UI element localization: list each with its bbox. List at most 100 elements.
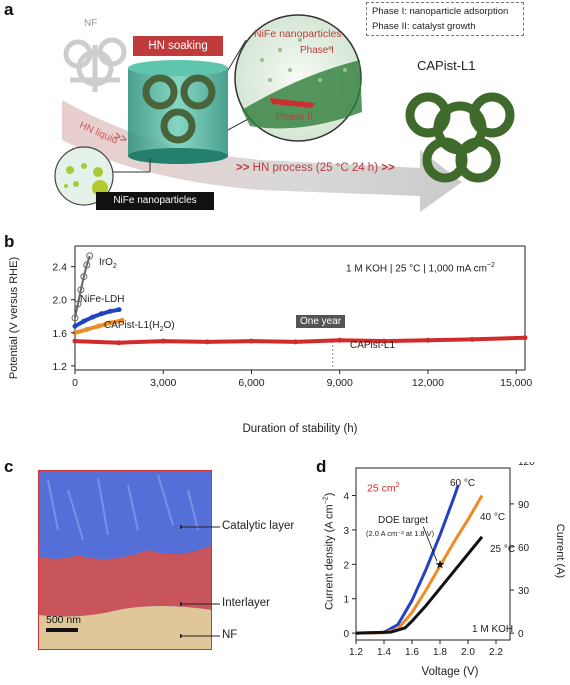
panel-c-label: c bbox=[4, 457, 14, 476]
hn-soaking-box: HN soaking bbox=[133, 36, 223, 56]
chart-d-ylabel-left: Current density (A cm−2) bbox=[323, 466, 336, 636]
capist-structure bbox=[405, 92, 515, 183]
data-point bbox=[248, 338, 254, 344]
conditions-text: 1 M KOH | 25 °C | 1,000 mA cm bbox=[346, 263, 487, 275]
y2-tick-label: 0 bbox=[518, 629, 524, 640]
nf-foam-icon bbox=[63, 37, 127, 92]
data-point bbox=[71, 314, 79, 322]
data-point bbox=[116, 340, 122, 346]
hn-process-label: >> HN process (25 °C 24 h) >> bbox=[236, 162, 395, 174]
data-point bbox=[107, 308, 113, 314]
label-nife-ldh: NiFe-LDH bbox=[80, 294, 125, 305]
data-point bbox=[98, 311, 104, 317]
data-point bbox=[72, 323, 78, 329]
y-tick-label: 2.0 bbox=[52, 295, 67, 307]
iro2-text: IrO bbox=[99, 257, 113, 268]
data-point bbox=[72, 338, 78, 344]
nf-label: NF bbox=[84, 18, 98, 29]
zoom-phase1: Phase I bbox=[300, 45, 334, 56]
h2o-sub: 2 bbox=[159, 326, 164, 333]
x-tick-label: 6,000 bbox=[238, 377, 264, 389]
data-point bbox=[107, 320, 113, 326]
iro2-sub: 2 bbox=[112, 263, 117, 270]
area-text: 25 cm bbox=[367, 482, 396, 495]
data-point bbox=[337, 337, 343, 343]
zoom-phase2: Phase II bbox=[276, 112, 313, 123]
chart-b-conditions: 1 M KOH | 25 °C | 1,000 mA cm−2 bbox=[346, 262, 495, 274]
yl-text: Current density (A cm bbox=[323, 504, 336, 611]
y2-tick-label: 90 bbox=[518, 500, 530, 511]
data-point bbox=[119, 317, 125, 323]
chart-d-xlabel: Voltage (V) bbox=[421, 666, 479, 678]
chart-b-frame bbox=[74, 245, 526, 371]
yl-end: ) bbox=[323, 492, 336, 497]
x-tick-label: 1.8 bbox=[433, 647, 447, 658]
y-tick-label: 2.4 bbox=[52, 262, 67, 274]
x-tick-label: 1.6 bbox=[405, 647, 419, 658]
x-tick-label: 2.2 bbox=[489, 647, 503, 658]
data-point bbox=[425, 337, 431, 343]
zoom-title: NiFe nanoparticles bbox=[254, 28, 342, 40]
label-capist-h2o: CAPist-L1(H2O) bbox=[104, 320, 175, 333]
x-tick-label: 9,000 bbox=[327, 377, 353, 389]
sem-leaders bbox=[180, 525, 220, 638]
x-tick-label: 3,000 bbox=[150, 377, 176, 389]
panel-d-label: d bbox=[316, 457, 327, 476]
x-tick-label: 2.0 bbox=[461, 647, 475, 658]
conditions-sup: −2 bbox=[486, 262, 495, 269]
process-arrow bbox=[62, 100, 462, 212]
data-point bbox=[160, 338, 166, 344]
iv-curve-2 bbox=[355, 535, 484, 635]
data-point bbox=[74, 300, 82, 308]
phase-2-text: Phase II: catalyst growth bbox=[372, 21, 476, 32]
label-capist: CAPist-L1 bbox=[350, 340, 396, 351]
data-point bbox=[77, 286, 85, 294]
data-point bbox=[80, 273, 88, 281]
data-point bbox=[116, 307, 122, 313]
doe-leader bbox=[422, 526, 438, 562]
area-sup: 2 bbox=[395, 482, 400, 489]
capist-h2o-text: CAPist-L1(H bbox=[104, 320, 160, 331]
x-tick-label: 1.4 bbox=[377, 647, 391, 658]
data-point bbox=[83, 261, 91, 269]
doe-sub-label: (2.0 A cm⁻² at 1.8 V) bbox=[366, 529, 435, 538]
chart-d-frame bbox=[355, 467, 511, 641]
data-point bbox=[86, 252, 94, 260]
hn-process-text: HN process (25 °C 24 h) bbox=[252, 162, 379, 174]
data-point bbox=[381, 338, 387, 344]
doe-target-star: ★ bbox=[435, 557, 446, 571]
doe-label: DOE target bbox=[378, 515, 429, 526]
series-line-0 bbox=[74, 255, 91, 319]
panel-a-label: a bbox=[4, 0, 14, 19]
temp-40-label: 40 °C bbox=[480, 512, 506, 523]
y2-tick-label: 60 bbox=[518, 543, 530, 554]
arrow-chevrons-right: >> bbox=[381, 162, 395, 174]
soaking-cylinder bbox=[128, 60, 228, 164]
nife-nanoparticles-box: NiFe nanoparticles bbox=[96, 192, 214, 210]
layer-interlayer: Interlayer bbox=[222, 597, 270, 609]
capist-label: CAPist-L1 bbox=[417, 58, 476, 73]
x-tick-label: 12,000 bbox=[412, 377, 444, 389]
data-point bbox=[204, 339, 210, 345]
series-line-3 bbox=[74, 335, 526, 345]
scale-bar-label: 500 nm bbox=[46, 614, 82, 626]
y2-tick-label: 120 bbox=[518, 462, 535, 468]
panel-a-illustration bbox=[54, 14, 515, 212]
phase-legend-box: Phase I: nanoparticle adsorption Phase I… bbox=[366, 2, 524, 36]
y-tick-label: 1.6 bbox=[52, 328, 67, 340]
y-tick-label: 2 bbox=[343, 560, 349, 571]
temp-60-label: 60 °C bbox=[450, 478, 476, 489]
stability-chart: 0 3,000 6,000 9,000 12,000 15,000 1.2 1.6 2.0 2.4 bbox=[52, 245, 532, 389]
layer-catalytic: Catalytic layer bbox=[222, 520, 295, 532]
arrow-chevrons-mid: >> bbox=[236, 162, 250, 174]
one-year-badge: One year bbox=[296, 315, 346, 328]
zoom-circle bbox=[227, 14, 362, 142]
chart-d-ylabel-right: Current (A) bbox=[554, 523, 566, 579]
phase-1-text: Phase I: nanoparticle adsorption bbox=[372, 6, 509, 17]
y-tick-label: 0 bbox=[343, 629, 349, 640]
h2o-end: O) bbox=[163, 320, 175, 331]
data-point bbox=[90, 314, 96, 320]
y-tick-label: 3 bbox=[343, 526, 349, 537]
data-point bbox=[469, 336, 475, 342]
x-tick-label: 15,000 bbox=[500, 377, 532, 389]
